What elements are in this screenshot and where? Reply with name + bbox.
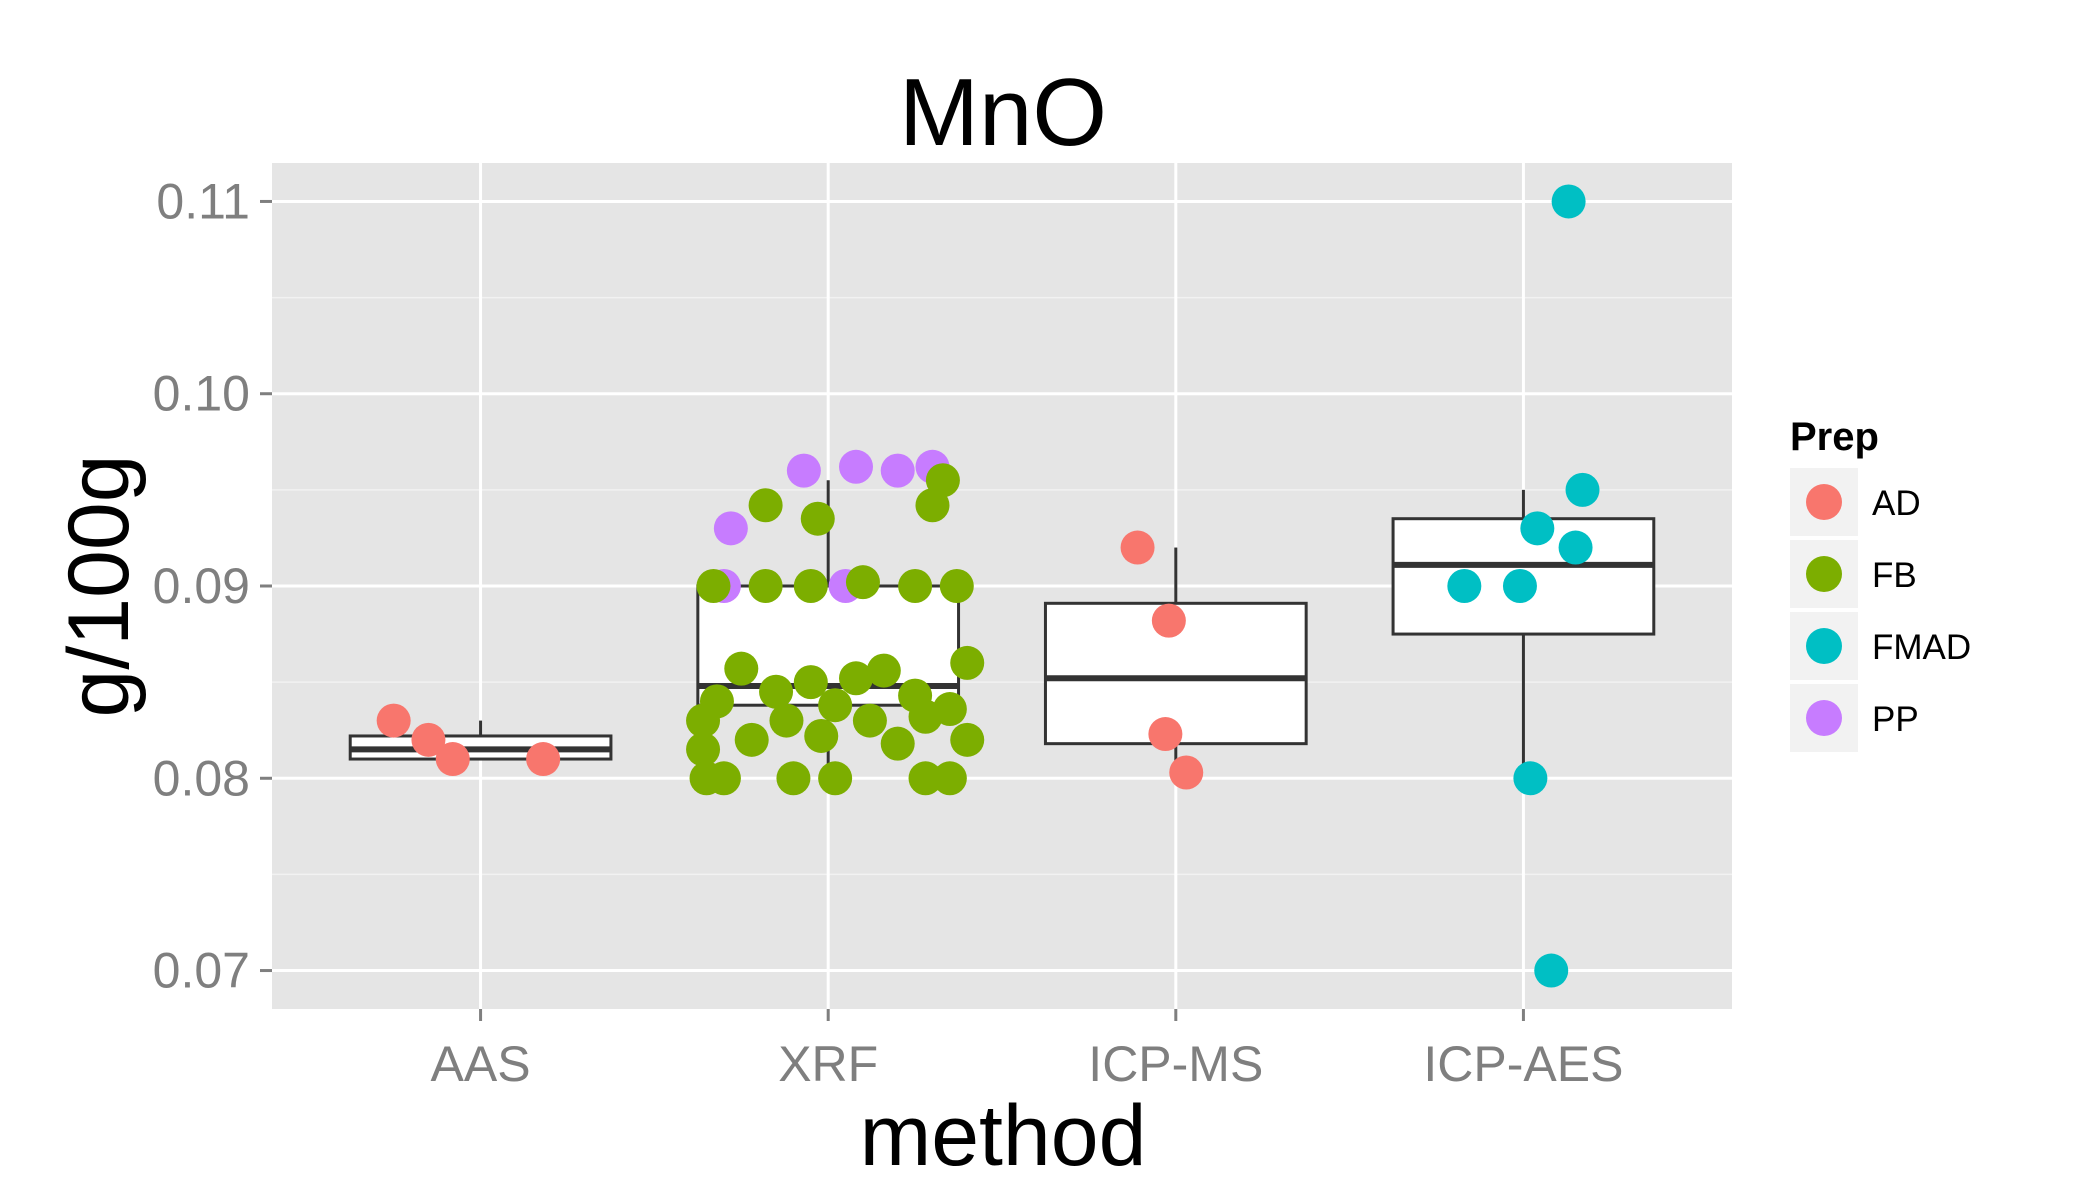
point-ad bbox=[1120, 530, 1155, 565]
point-fmad bbox=[1534, 953, 1569, 988]
point-fb bbox=[748, 488, 783, 523]
y-axis: 0.07 0.08 0.09 0.10 0.11 bbox=[153, 173, 272, 999]
point-fmad bbox=[1520, 511, 1555, 546]
legend-swatch bbox=[1806, 628, 1842, 664]
y-tick-label: 0.09 bbox=[153, 558, 250, 614]
point-ad bbox=[376, 703, 411, 738]
point-fb bbox=[818, 688, 853, 723]
point-fb bbox=[759, 674, 794, 709]
point-fb bbox=[915, 488, 950, 523]
point-fb bbox=[734, 722, 769, 757]
point-fb bbox=[950, 645, 985, 680]
point-fb bbox=[908, 699, 943, 734]
point-fb bbox=[866, 653, 901, 688]
point-fb bbox=[800, 501, 835, 536]
legend-swatch bbox=[1806, 484, 1842, 520]
point-fmad bbox=[1502, 569, 1537, 603]
point-ad bbox=[1148, 717, 1183, 752]
point-fb bbox=[686, 703, 721, 738]
legend-title: Prep bbox=[1790, 415, 1879, 459]
point-fb bbox=[793, 665, 828, 700]
point-ad bbox=[435, 742, 470, 777]
minor-gridlines bbox=[272, 296, 1732, 876]
legend-item-fmad: FMAD bbox=[1790, 612, 1971, 680]
data-points bbox=[376, 184, 1600, 988]
legend-label: FMAD bbox=[1872, 628, 1971, 667]
point-ad bbox=[526, 742, 561, 777]
point-fmad bbox=[1558, 530, 1593, 565]
point-fb bbox=[950, 722, 985, 757]
point-fb bbox=[908, 761, 943, 796]
chart-title: MnO bbox=[899, 59, 1107, 166]
point-pp bbox=[880, 453, 915, 488]
point-fb bbox=[804, 718, 839, 753]
y-axis-title: g/100g bbox=[51, 454, 147, 717]
legend-item-pp: PP bbox=[1790, 684, 1919, 752]
legend-label: PP bbox=[1872, 700, 1919, 739]
point-fb bbox=[769, 703, 804, 738]
x-tick-label: XRF bbox=[778, 1036, 878, 1092]
point-fb bbox=[845, 565, 880, 600]
point-pp bbox=[713, 511, 748, 546]
point-fb bbox=[696, 569, 731, 603]
legend: Prep AD FB FMAD PP bbox=[1790, 415, 1971, 752]
point-ad bbox=[1169, 755, 1204, 790]
point-fb bbox=[898, 569, 933, 603]
point-fb bbox=[932, 761, 967, 796]
point-fb bbox=[776, 761, 811, 796]
point-fb bbox=[724, 651, 759, 686]
legend-label: AD bbox=[1872, 484, 1921, 523]
point-fmad bbox=[1513, 761, 1548, 796]
point-fb bbox=[793, 569, 828, 603]
y-tick-label: 0.08 bbox=[153, 750, 250, 806]
point-fb bbox=[748, 569, 783, 603]
y-tick-label: 0.07 bbox=[153, 943, 250, 999]
point-pp bbox=[839, 449, 873, 484]
legend-swatch bbox=[1806, 700, 1842, 736]
point-fb bbox=[818, 761, 853, 796]
point-fmad bbox=[1565, 472, 1600, 507]
x-tick-label: AAS bbox=[431, 1036, 531, 1092]
y-tick-label: 0.10 bbox=[153, 366, 250, 422]
legend-swatch bbox=[1806, 556, 1842, 592]
point-fmad bbox=[1551, 184, 1586, 219]
x-tick-label: ICP-MS bbox=[1088, 1036, 1263, 1092]
point-pp bbox=[786, 453, 821, 488]
point-fb bbox=[706, 761, 741, 796]
x-axis: AAS XRF ICP-MS ICP-AES bbox=[431, 1009, 1623, 1092]
point-ad bbox=[1151, 603, 1186, 638]
point-fb bbox=[880, 726, 915, 761]
legend-label: FB bbox=[1872, 556, 1917, 595]
point-fb bbox=[852, 703, 887, 738]
point-fb bbox=[939, 569, 974, 603]
point-ad bbox=[411, 722, 446, 757]
point-fb bbox=[686, 732, 721, 767]
x-tick-label: ICP-AES bbox=[1423, 1036, 1623, 1092]
y-tick-label: 0.11 bbox=[156, 173, 250, 229]
legend-item-ad: AD bbox=[1790, 468, 1921, 536]
legend-item-fb: FB bbox=[1790, 540, 1917, 608]
x-axis-title: method bbox=[860, 1088, 1147, 1184]
point-fb bbox=[839, 661, 873, 696]
point-fmad bbox=[1447, 569, 1482, 603]
